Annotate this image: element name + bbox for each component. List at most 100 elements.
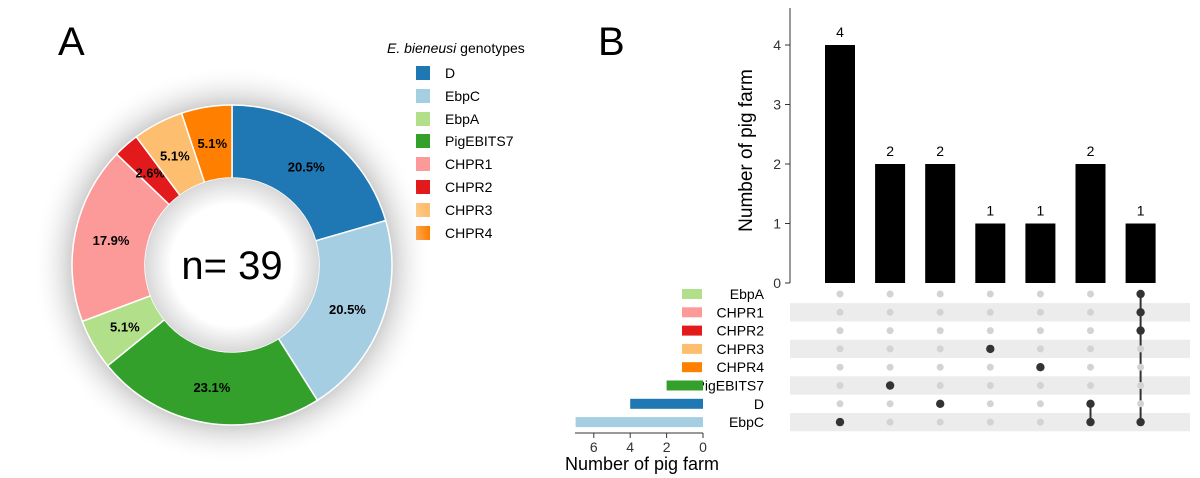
set-color-chip (682, 289, 702, 299)
matrix-dot-filled (1136, 289, 1145, 299)
matrix-dot-empty (836, 327, 844, 335)
set-name-label: EbpC (729, 414, 764, 430)
legend-label: EbpC (445, 87, 481, 104)
legend-label: CHPR4 (445, 224, 493, 241)
legend-label: PigEBITS7 (445, 133, 514, 150)
set-size-bar (630, 398, 703, 409)
matrix-dot-empty (886, 308, 894, 316)
legend-swatch (416, 66, 430, 80)
matrix-dot-empty (1087, 327, 1094, 335)
matrix-dot-empty (886, 327, 894, 335)
set-size-bar (666, 380, 703, 391)
matrix-dot-empty (836, 290, 844, 298)
matrix-dot-filled (835, 417, 845, 427)
matrix-dot-empty (886, 290, 894, 298)
legend-label: D (445, 65, 456, 81)
legend-swatch (416, 180, 430, 194)
bar-value-label: 1 (986, 203, 994, 219)
matrix-dot-empty (1137, 363, 1145, 371)
donut-hole (145, 178, 319, 352)
legend-label: CHPR3 (445, 201, 493, 218)
matrix-dot-empty (936, 327, 944, 335)
matrix-dot-empty (986, 308, 994, 316)
intersection-bar (925, 164, 956, 283)
x-tick-label: 6 (590, 439, 598, 455)
matrix-dot-empty (836, 363, 844, 371)
legend-item: D (416, 63, 455, 83)
matrix-dot-empty (986, 363, 994, 371)
legend-label: EbpA (445, 110, 480, 127)
matrix-dot-filled (885, 381, 895, 390)
x-tick-label: 4 (626, 439, 634, 455)
bar-value-label: 2 (936, 143, 944, 159)
set-name-label: EbpA (730, 286, 765, 302)
matrix-dot-empty (936, 418, 944, 426)
set-name-label: CHPR4 (717, 359, 765, 375)
matrix-dot-empty (886, 400, 894, 408)
slice-label: 5.1% (197, 136, 227, 151)
panel-a-label: A (58, 20, 85, 64)
matrix-dot-filled (1136, 308, 1145, 317)
matrix-dot-filled (1086, 399, 1095, 408)
set-size-chart: EbpA CHPR1 CHPR2 CHPR3 CHPR4 PigEBITS7 D EbpC 6 4… (565, 286, 765, 474)
intersection-bar (1025, 223, 1056, 283)
set-size-bar (575, 417, 703, 428)
matrix-dot-empty (986, 327, 994, 335)
matrix-dot-empty (1087, 345, 1094, 353)
matrix-dot-empty (986, 290, 994, 298)
slice-label: 20.5% (288, 159, 325, 174)
matrix-dot-empty (1036, 327, 1044, 335)
legend-title: E. bieneusi genotypes (387, 40, 525, 56)
legend-item: EbpC (416, 86, 480, 106)
matrix-dot-empty (986, 400, 994, 408)
matrix-dot-filled (1086, 417, 1095, 427)
donut-center-label: n= 39 (181, 244, 282, 288)
set-color-chip (682, 307, 702, 318)
matrix-dot-empty (936, 290, 944, 298)
matrix-dot-empty (886, 363, 894, 371)
matrix-dot-empty (936, 345, 944, 353)
slice-label: 2.6% (135, 165, 165, 180)
set-color-chip (682, 362, 702, 373)
set-name-label: CHPR3 (717, 341, 765, 357)
matrix-dot-empty (986, 382, 994, 389)
bar-value-label: 2 (886, 143, 894, 159)
legend-item: EbpA (416, 109, 479, 129)
matrix-dot-filled (1136, 417, 1145, 427)
set-name-label: CHPR1 (717, 304, 765, 320)
x-tick-label: 0 (699, 439, 707, 455)
set-name-label: PigEBITS7 (696, 378, 765, 394)
matrix-dot-filled (986, 344, 995, 354)
matrix-dot-empty (1087, 363, 1094, 371)
slice-label: 5.1% (160, 149, 190, 164)
matrix-dot-empty (1036, 400, 1044, 408)
slice-label: 23.1% (193, 380, 230, 395)
legend-swatch (416, 88, 430, 103)
matrix-dot-empty (936, 382, 944, 389)
donut-chart: 20.5%20.5%23.1%5.1%17.9%2.6%5.1%5.1%n= 3… (32, 65, 432, 465)
intersection-bar-chart: 0 1 2 3 4 Number of pig farm 4 2 2 1 1 2 1 (736, 8, 1156, 291)
matrix-dot-empty (836, 345, 844, 353)
x-tick-label: 2 (663, 439, 671, 455)
matrix-dot-empty (1036, 290, 1044, 298)
set-name-label: CHPR2 (717, 323, 765, 339)
matrix-dot-empty (886, 418, 894, 426)
matrix-dot-empty (1036, 308, 1044, 316)
legend-item: PigEBITS7 (416, 131, 513, 151)
x-axis-title: Number of pig farm (565, 454, 719, 474)
matrix-dot-filled (1136, 326, 1145, 335)
y-tick-label: 4 (773, 37, 781, 53)
matrix-dot-empty (1137, 382, 1145, 389)
bar-value-label: 2 (1087, 143, 1095, 159)
bar-value-label: 1 (1137, 203, 1145, 219)
matrix-dot-empty (1036, 382, 1044, 389)
legend-label: CHPR2 (445, 179, 493, 195)
slice-label: 5.1% (110, 319, 140, 334)
matrix-dot-empty (1137, 345, 1145, 353)
bar-value-label: 1 (1037, 203, 1045, 219)
legend-item: CHPR1 (416, 154, 492, 174)
matrix-dot-empty (836, 382, 844, 389)
matrix-dot-empty (1036, 345, 1044, 353)
matrix-dot-empty (1087, 308, 1094, 316)
matrix-dot-empty (1036, 418, 1044, 426)
